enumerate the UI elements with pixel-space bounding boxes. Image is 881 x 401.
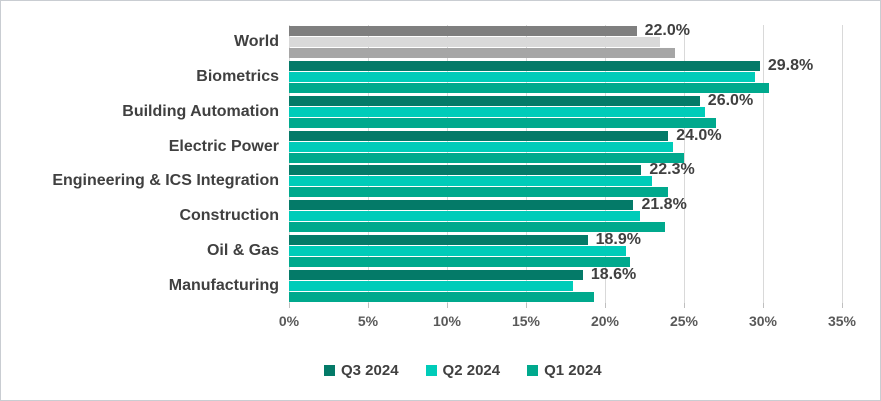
- category-label: Construction: [179, 207, 279, 225]
- gridline: [763, 25, 764, 303]
- category-label: Oil & Gas: [206, 241, 279, 259]
- bar-q1-2024: [289, 291, 594, 302]
- axis-tick: [368, 303, 369, 308]
- bar-q2-2024: [289, 176, 653, 187]
- bar-q3-2024: [289, 165, 642, 176]
- legend-label: Q1 2024: [544, 361, 602, 379]
- gridline: [526, 25, 527, 303]
- axis-tick: [684, 303, 685, 308]
- gridline: [605, 25, 606, 303]
- bar-q3-2024: [289, 61, 760, 72]
- bar-q2-2024: [289, 245, 626, 256]
- x-tick-label: 20%: [590, 313, 620, 329]
- x-tick-label: 25%: [669, 313, 699, 329]
- axis-tick: [763, 303, 764, 308]
- data-label: 18.6%: [590, 265, 637, 283]
- data-label: 18.9%: [595, 230, 641, 248]
- legend-swatch: [324, 364, 335, 376]
- bar-q3-2024: [289, 234, 588, 245]
- plot-area: 22.0% 29.8% 26.0% 24.0% 22.3% 21.8% 18.9% 18.6%: [289, 22, 843, 303]
- bar-q1-2024: [289, 83, 770, 94]
- bar-q1-2024: [289, 117, 716, 128]
- bar-q1-2024: [289, 152, 684, 163]
- bar-q1-2024: [289, 222, 666, 233]
- axis-tick: [447, 303, 448, 308]
- x-tick-label: 35%: [827, 313, 857, 329]
- legend-item: Q3 2024: [324, 362, 399, 379]
- x-tick-label: 0%: [278, 313, 300, 329]
- legend-label: Q2 2024: [442, 361, 501, 379]
- legend-label: Q3 2024: [341, 361, 399, 379]
- data-label: 22.3%: [649, 161, 695, 179]
- axis-tick: [289, 303, 290, 308]
- bar-q3-2024: [289, 200, 634, 211]
- category-axis: World Biometrics Building Automation Electr…: [1, 25, 279, 303]
- data-label: 24.0%: [676, 126, 722, 144]
- x-tick-label: 10%: [432, 313, 462, 329]
- x-tick-label: 15%: [511, 313, 541, 329]
- legend-swatch: [527, 364, 539, 376]
- data-label: 26.0%: [707, 91, 754, 109]
- gridline: [842, 25, 843, 303]
- bar-q3-2024: [289, 269, 583, 280]
- legend-item: Q1 2024: [527, 362, 602, 379]
- category-label: Building Automation: [122, 102, 279, 120]
- gridline: [684, 25, 685, 303]
- gridline: [368, 25, 369, 303]
- bar-q3-2024: [289, 26, 637, 37]
- legend-item: Q2 2024: [425, 361, 501, 379]
- axis-tick: [605, 303, 606, 308]
- category-label: Engineering & ICS Integration: [52, 172, 279, 190]
- x-tick-label: 30%: [748, 313, 778, 329]
- bar-q2-2024: [289, 141, 673, 152]
- category-label: World: [233, 33, 279, 51]
- category-label: Biometrics: [196, 68, 279, 86]
- bar-q3-2024: [289, 130, 669, 141]
- bar-q1-2024: [289, 256, 631, 267]
- bar-q1-2024: [289, 48, 675, 59]
- gridline: [289, 25, 290, 303]
- data-label: 22.0%: [644, 22, 690, 40]
- category-label: Manufacturing: [168, 276, 279, 294]
- legend-swatch: [425, 364, 437, 376]
- bar-q3-2024: [289, 95, 700, 106]
- bar-q1-2024: [289, 187, 669, 198]
- legend: Q3 2024 Q2 2024 Q1 2024: [324, 361, 602, 379]
- category-label: Electric Power: [168, 137, 279, 155]
- value-axis: 0% 5% 10% 15% 20% 25% 30% 35%: [279, 313, 856, 333]
- axis-tick: [526, 303, 527, 308]
- data-label: 29.8%: [767, 57, 814, 75]
- bar-q2-2024: [289, 106, 705, 117]
- gridline: [447, 25, 448, 303]
- bar-q2-2024: [289, 72, 756, 83]
- bar-q2-2024: [289, 37, 661, 48]
- bar-q2-2024: [289, 280, 574, 291]
- bar-q2-2024: [289, 211, 640, 222]
- data-label: 21.8%: [641, 196, 687, 214]
- axis-tick: [842, 303, 843, 308]
- x-tick-label: 5%: [357, 313, 379, 329]
